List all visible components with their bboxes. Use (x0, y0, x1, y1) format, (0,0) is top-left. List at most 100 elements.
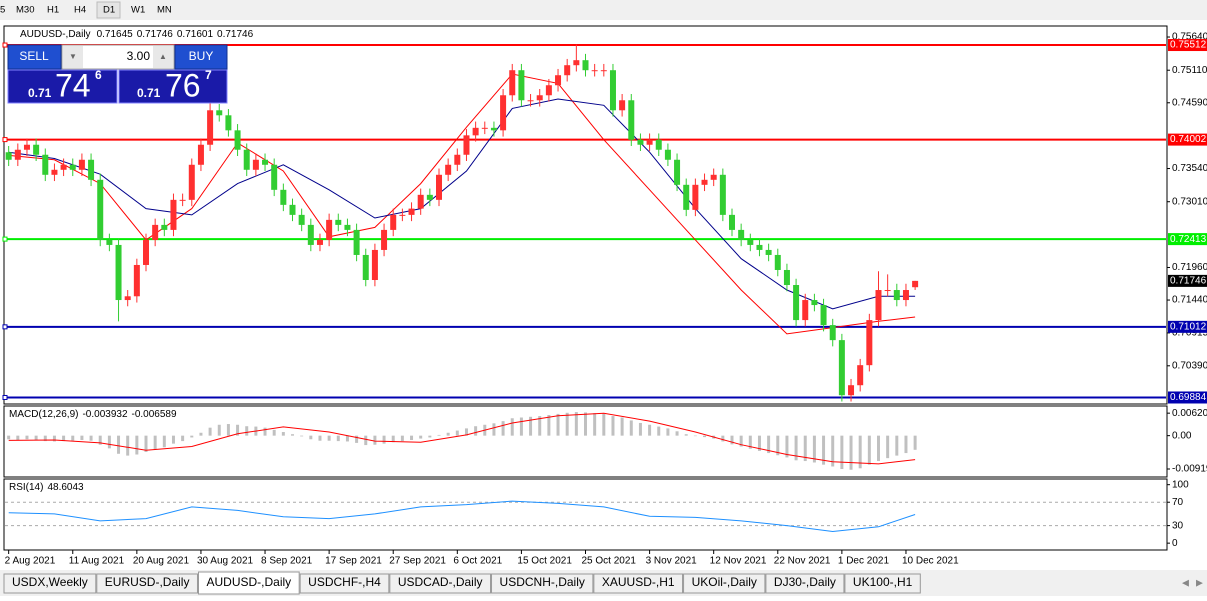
candle-body (692, 184, 699, 210)
buy-button[interactable] (174, 44, 228, 70)
handle (2, 324, 8, 330)
toolbar (0, 0, 1207, 20)
candle-body (289, 204, 296, 215)
candle-body (536, 95, 543, 101)
timeframe[interactable]: M30 (16, 5, 34, 16)
tab[interactable] (765, 573, 845, 594)
macd-bar (730, 435, 734, 445)
lot-down[interactable] (63, 46, 83, 68)
tab[interactable] (389, 573, 492, 594)
macd-bar (767, 435, 771, 454)
macd-bar (886, 435, 890, 459)
macd-bar (721, 435, 725, 442)
lot-up-icon: ▲ (159, 52, 167, 61)
candle-body (371, 249, 378, 281)
buy-price-frac: 7 (205, 68, 212, 82)
macd-bar (327, 435, 331, 441)
macd-bar (199, 432, 203, 436)
y-tick-label: 100 (1172, 479, 1189, 490)
lot-value: 3.00 (127, 49, 151, 63)
candle-body (802, 300, 809, 321)
line-price-box (1168, 133, 1207, 146)
macd-bar (556, 413, 560, 436)
macd-bar (345, 435, 349, 442)
y-tick-label: 0.70915 (1172, 328, 1207, 339)
timeframe[interactable]: H4 (74, 5, 86, 16)
candle-body (152, 224, 159, 240)
tab[interactable] (299, 573, 390, 594)
timeframe[interactable]: W1 (131, 5, 145, 16)
tab[interactable] (593, 573, 684, 594)
tab[interactable] (3, 573, 97, 594)
macd-bar (52, 435, 56, 442)
sell-price-big: 0.71 (28, 86, 52, 100)
line-price-box (1168, 233, 1207, 246)
tab-label: UKOil-,Daily (692, 575, 757, 589)
tab-label: USDX,Weekly (12, 575, 88, 589)
macd-bar (107, 435, 111, 449)
macd-bar (840, 435, 844, 470)
candle-body (390, 214, 397, 230)
buy-price-box[interactable] (118, 69, 228, 104)
y-tick-label: 0.70390 (1172, 360, 1207, 371)
candle-body (115, 244, 122, 301)
macd-bar (71, 435, 75, 441)
line-price-box (1168, 39, 1207, 52)
macd-bar (236, 424, 240, 436)
timeframe[interactable]: H1 (47, 5, 59, 16)
candle-body (710, 174, 717, 180)
tab[interactable] (683, 573, 766, 594)
macd-bar (364, 435, 368, 446)
macd-bar (529, 416, 533, 436)
header-value: 48.6043 (47, 482, 84, 493)
macd-bar (648, 424, 652, 436)
handle (2, 236, 8, 242)
macd-bar (785, 435, 789, 458)
candle-body (88, 159, 95, 180)
candle-body (97, 179, 104, 240)
macd-bar (291, 434, 295, 436)
tab-active[interactable] (197, 571, 300, 595)
candle-body (124, 296, 131, 301)
macd-bar (162, 435, 166, 448)
candle-body (655, 139, 662, 150)
x-tick-label: 30 Aug 2021 (197, 556, 254, 567)
sell-button[interactable] (7, 44, 62, 70)
tab[interactable] (96, 573, 198, 594)
macd-bar (803, 435, 807, 462)
sell-price-box[interactable] (7, 69, 118, 104)
header-value: 0.71645 (97, 29, 134, 40)
macd-bar (858, 435, 862, 469)
macd-bar (492, 423, 496, 436)
x-tick-label: 11 Aug 2021 (69, 556, 125, 567)
macd-bar (135, 435, 139, 455)
one-click-trading: SELL ▼ ▲ 3.00 BUY 0.71 74 6 0.71 76 7 (7, 44, 228, 104)
timeframe-active (96, 1, 121, 19)
candle-body (426, 194, 433, 200)
candle-body (161, 224, 168, 230)
tab[interactable] (844, 573, 921, 594)
candle-body (316, 239, 323, 245)
candle-body (500, 95, 507, 131)
lot-up[interactable] (153, 46, 173, 68)
timeframe[interactable]: D1 (103, 5, 115, 16)
tab[interactable] (491, 573, 594, 594)
macd-bar (611, 416, 615, 436)
macd-bar (776, 435, 780, 456)
tab-scroll[interactable]: ◀ (1182, 577, 1189, 587)
macd-bar (675, 431, 679, 436)
x-tick-label: 17 Sep 2021 (325, 556, 382, 567)
timeframe[interactable]: MN (157, 5, 172, 16)
macd-bar (867, 435, 871, 465)
macd-bar (190, 435, 194, 438)
y-tick-label: 30 (1172, 520, 1184, 531)
tab-label: AUDUSD-,Daily (206, 575, 291, 589)
timeframe[interactable]: 5 (0, 5, 5, 16)
tab-scroll[interactable]: ▶ (1196, 577, 1203, 587)
y-tick-label: 0.75110 (1172, 65, 1207, 76)
macd-bar (547, 414, 551, 436)
tab-label: DJ30-,Daily (774, 575, 836, 589)
candle-body (857, 365, 864, 386)
tab-bar: USDX,Weekly EURUSD-,Daily AUDUSD-,Daily USD… (0, 570, 1207, 596)
current-price-label: 0.71746 (1170, 276, 1207, 287)
